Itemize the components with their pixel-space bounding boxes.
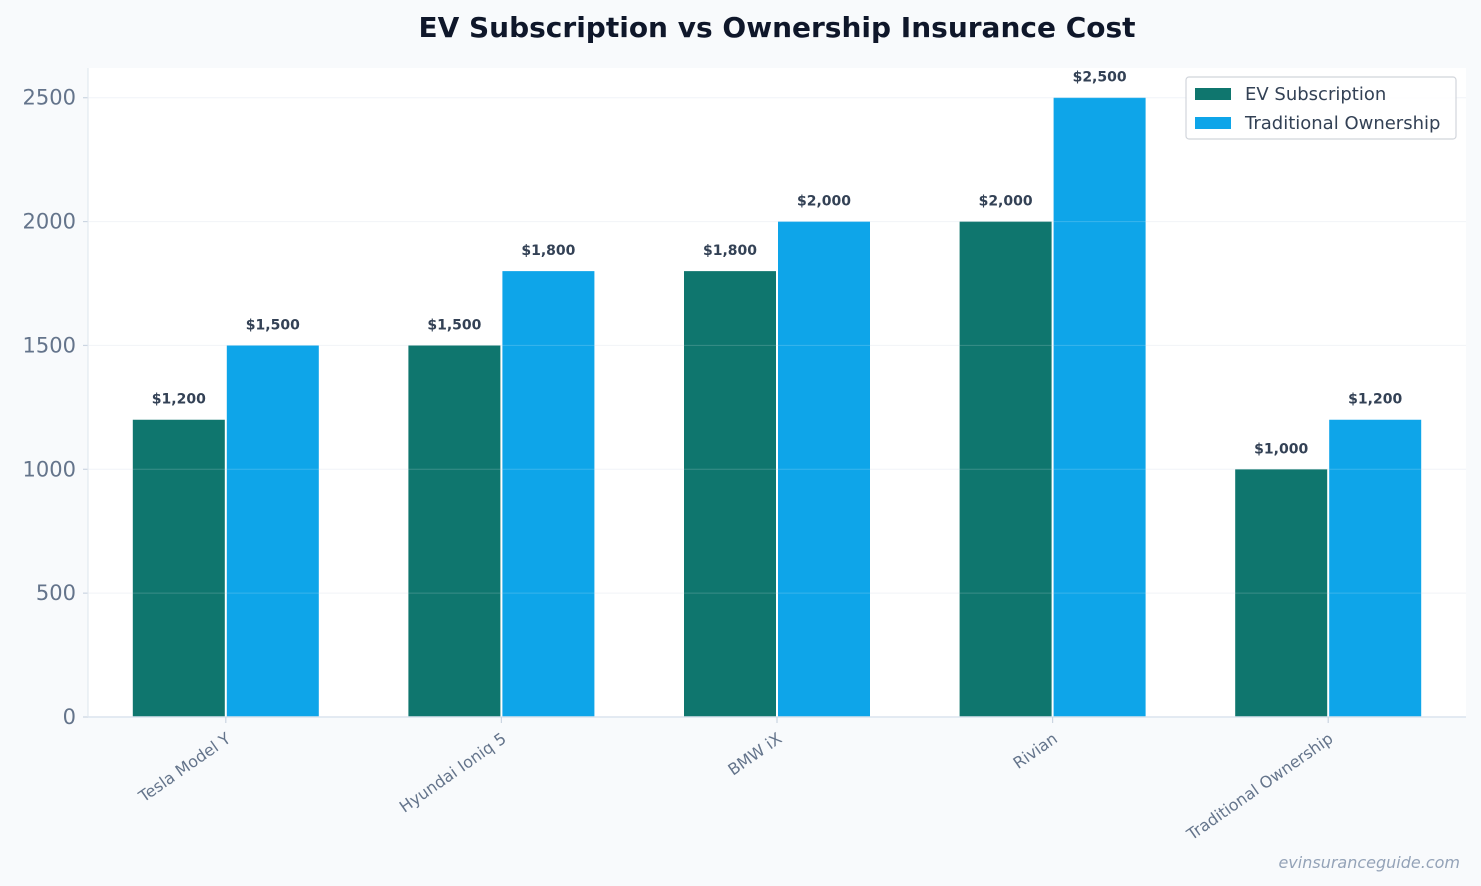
watermark-text: evinsuranceguide.com <box>1278 853 1460 872</box>
data-label: $1,500 <box>246 317 300 333</box>
bar <box>684 271 776 717</box>
bar <box>959 221 1052 718</box>
data-label: $1,200 <box>152 392 206 408</box>
chart-title: EV Subscription vs Ownership Insurance C… <box>418 11 1135 44</box>
y-tick-label: 0 <box>63 705 76 729</box>
x-tick-label: Tesla Model Y <box>134 729 234 807</box>
bar <box>502 271 595 717</box>
bar <box>778 221 870 718</box>
legend: EV Subscription Traditional Ownership <box>1185 76 1457 140</box>
y-tick-label: 1500 <box>23 333 76 357</box>
data-label: $1,800 <box>521 243 575 259</box>
y-tick-label: 1000 <box>23 457 76 481</box>
data-label: $2,500 <box>1073 70 1127 86</box>
bar <box>1235 469 1328 717</box>
data-label: $2,000 <box>797 194 851 210</box>
y-tick-label: 500 <box>36 581 76 605</box>
legend-label: Traditional Ownership <box>1244 113 1440 134</box>
data-label: $1,200 <box>1348 392 1402 408</box>
data-label: $1,500 <box>427 317 481 333</box>
legend-box <box>1185 76 1457 140</box>
data-label: $1,000 <box>1254 441 1308 457</box>
bar <box>226 345 319 717</box>
x-tick-label: Traditional Ownership <box>1182 729 1336 845</box>
bar <box>1053 97 1146 717</box>
legend-label: EV Subscription <box>1245 84 1386 105</box>
data-label: $1,800 <box>703 243 757 259</box>
bar <box>1329 419 1422 717</box>
bar <box>408 345 501 717</box>
y-tick-label: 2500 <box>23 86 76 110</box>
bars <box>132 97 1422 718</box>
y-tick-label: 2000 <box>23 210 76 234</box>
legend-swatch <box>1195 88 1231 100</box>
x-tick-label: Rivian <box>1010 729 1061 773</box>
bar <box>132 419 225 717</box>
x-tick-label: BMW iX <box>724 729 785 780</box>
x-tick-label: Hyundai Ioniq 5 <box>396 729 510 817</box>
data-label: $2,000 <box>979 194 1033 210</box>
legend-swatch <box>1195 117 1231 129</box>
